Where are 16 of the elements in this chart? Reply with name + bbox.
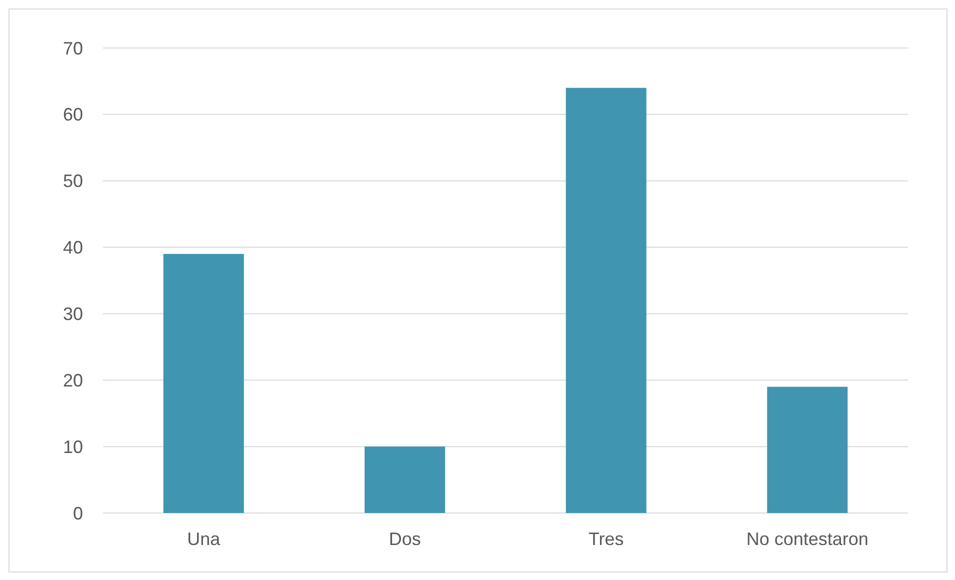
y-tick-label: 10 (62, 436, 83, 457)
y-tick-label: 40 (62, 238, 83, 258)
x-tick-label: Dos (388, 529, 421, 549)
x-tick-label: No contestaron (746, 529, 868, 549)
x-tick-label: Tres (588, 529, 624, 549)
y-tick-label: 0 (72, 503, 83, 524)
bar (767, 386, 848, 513)
y-tick-label: 20 (62, 370, 83, 390)
bar (163, 254, 244, 513)
y-tick-label: 70 (62, 38, 83, 58)
y-tick-label: 50 (62, 171, 83, 192)
bar (364, 446, 446, 513)
y-tick-label: 60 (62, 104, 83, 125)
x-tick-label: Una (187, 529, 222, 549)
bar (566, 88, 646, 513)
y-tick-label: 30 (62, 304, 83, 324)
